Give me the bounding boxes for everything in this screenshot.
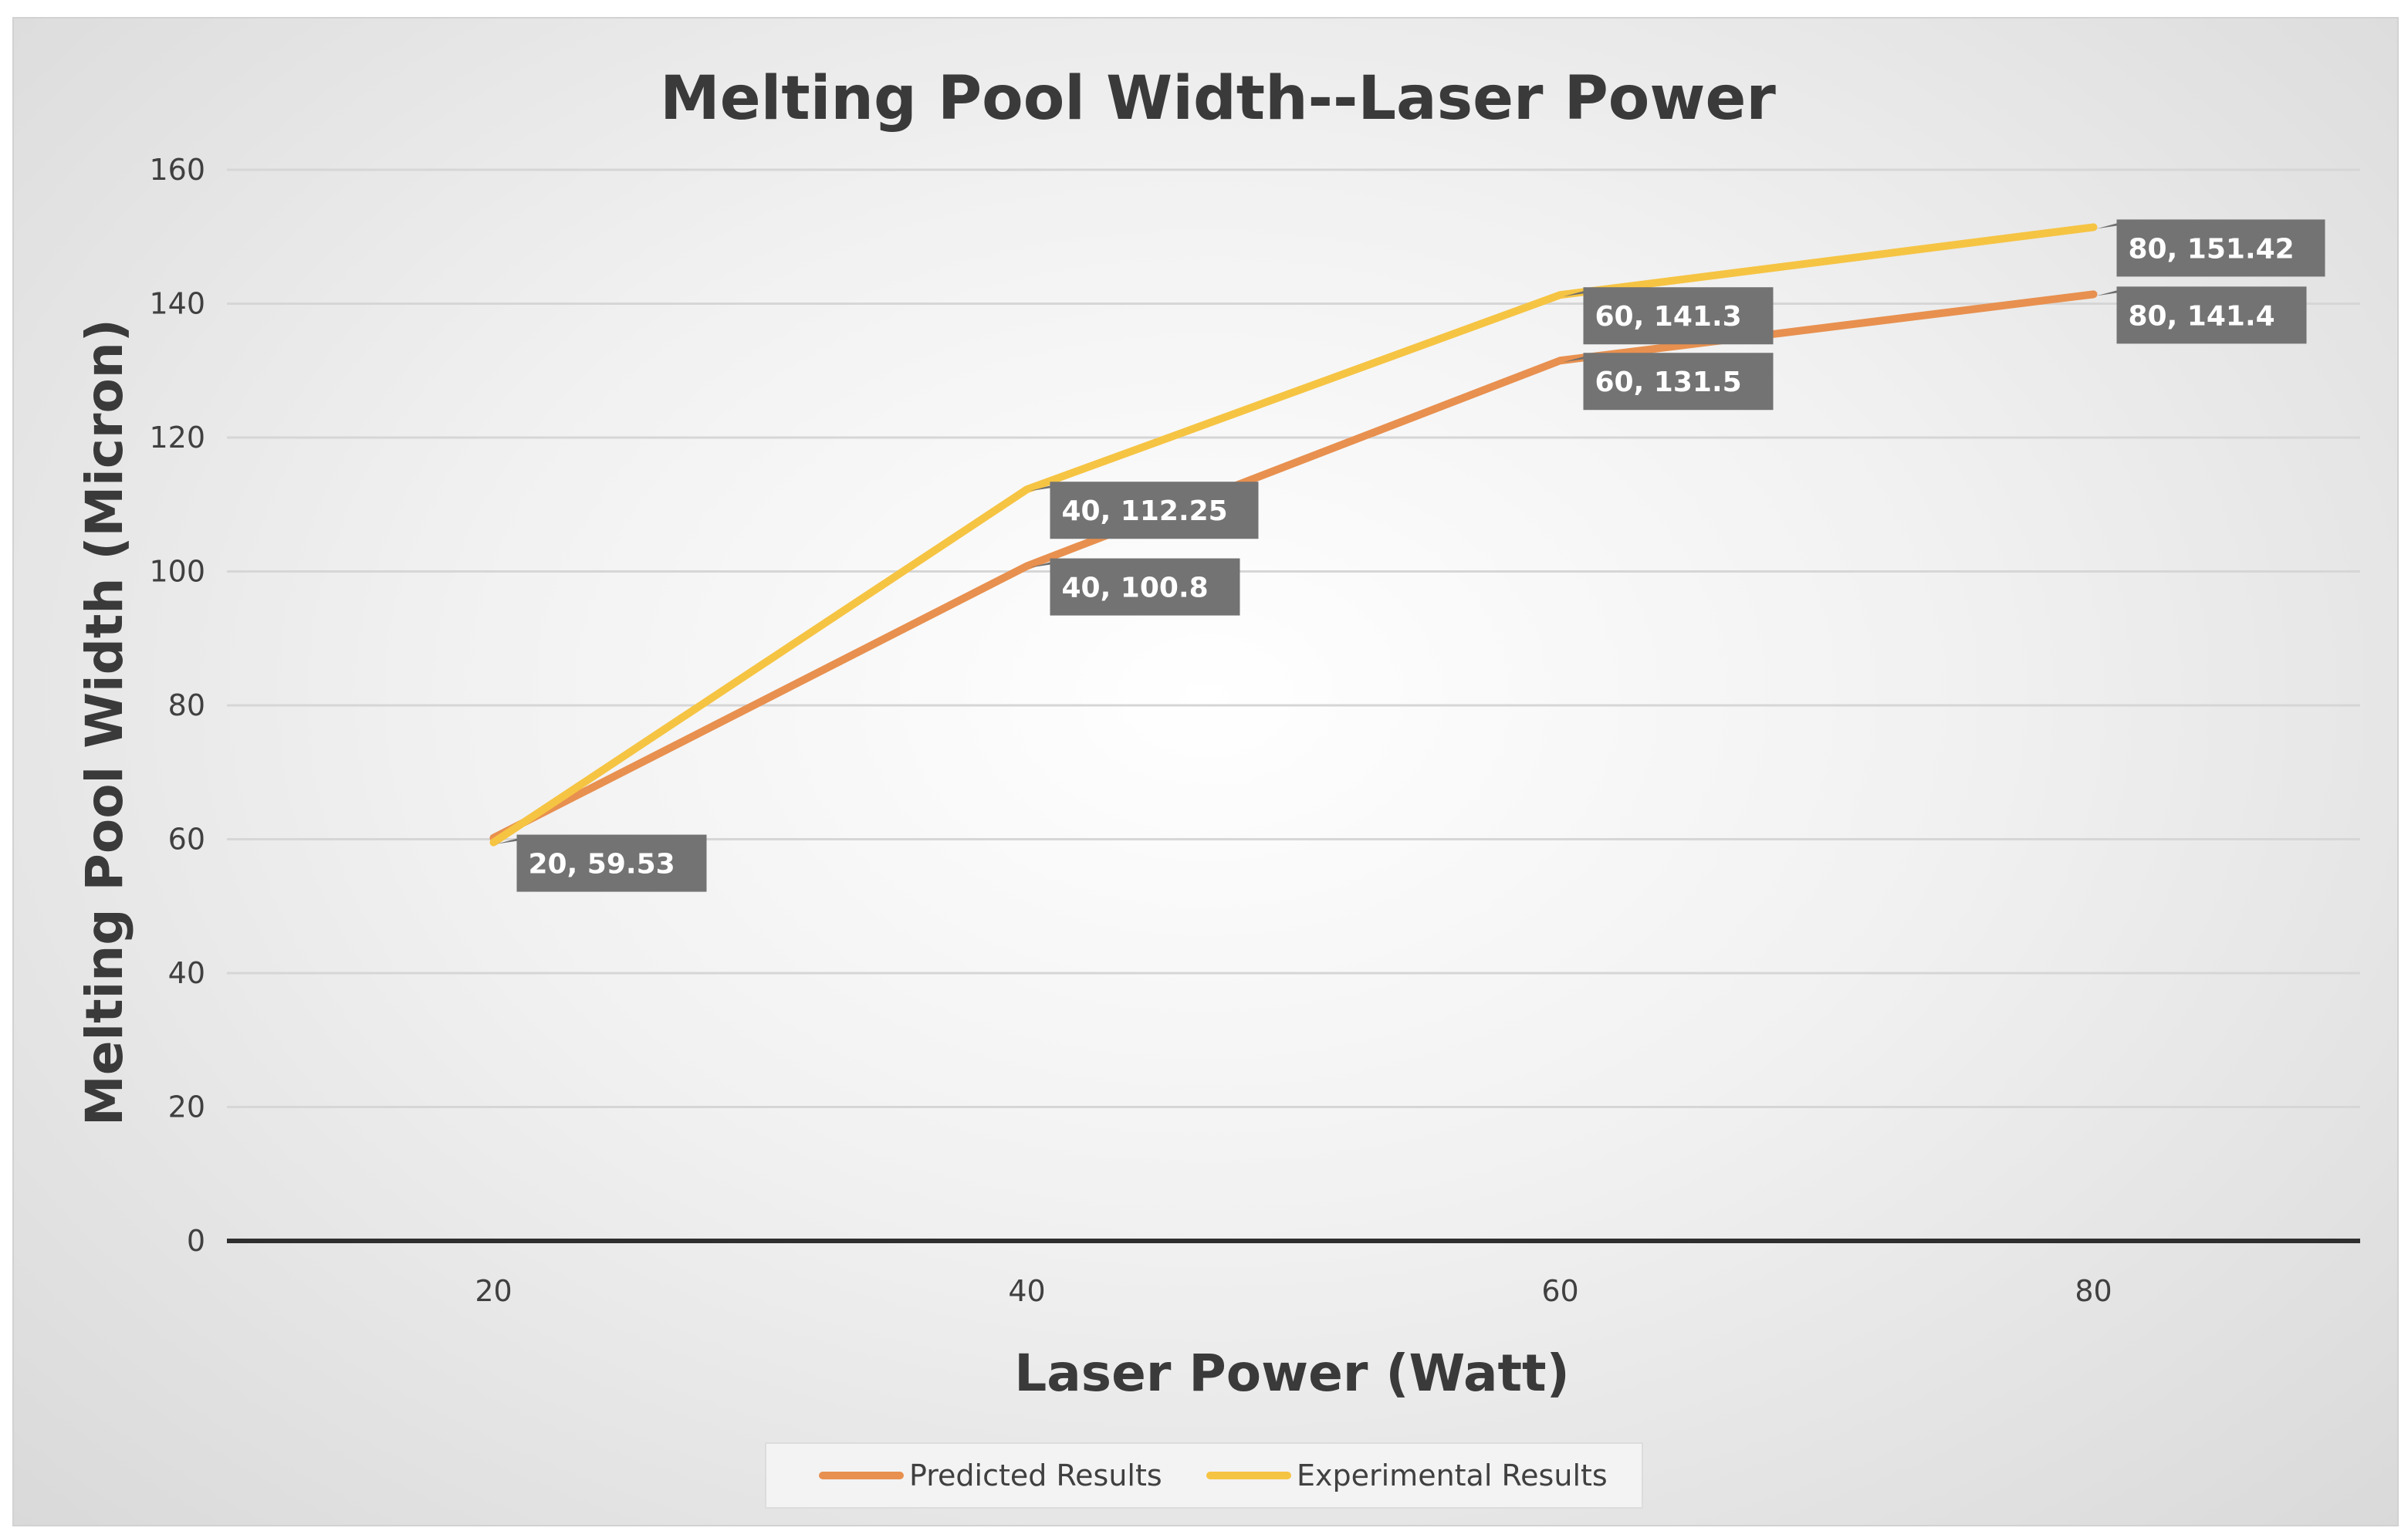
y-axis-ticks: 0 20 40 60 80 100 120 140 160 xyxy=(149,153,205,1258)
gridlines xyxy=(227,168,2360,1243)
data-label: 40, 112.25 xyxy=(1030,482,1259,539)
x-tick-label: 20 xyxy=(475,1274,512,1308)
data-label: 40, 100.8 xyxy=(1030,558,1240,616)
data-label: 80, 151.42 xyxy=(2096,219,2325,277)
y-tick-label: 100 xyxy=(149,555,205,589)
series-line-predicted xyxy=(489,290,2098,842)
data-label: 20, 59.53 xyxy=(496,834,707,892)
data-label-box xyxy=(1583,287,1774,345)
series-lines xyxy=(489,223,2098,847)
series-line-experimental xyxy=(489,223,2098,847)
data-label: 60, 131.5 xyxy=(1563,353,1774,411)
y-tick-label: 140 xyxy=(149,287,205,321)
legend-label-predicted: Predicted Results xyxy=(909,1459,1162,1492)
x-tick-label: 60 xyxy=(1541,1274,1578,1308)
data-label-text: 40, 100.8 xyxy=(1062,573,1209,604)
x-tick-label: 80 xyxy=(2075,1274,2112,1308)
y-tick-label: 120 xyxy=(149,421,205,455)
legend-label-experimental: Experimental Results xyxy=(1297,1459,1608,1492)
chart-title: Melting Pool Width--Laser Power xyxy=(660,64,1776,134)
legend: Predicted Results Experimental Results xyxy=(765,1442,1643,1509)
data-label-box xyxy=(2116,219,2325,277)
line-chart: Melting Pool Width--Laser Power 0 20 40 60 8… xyxy=(75,64,2360,1509)
data-label-box xyxy=(2116,286,2307,344)
y-tick-label: 60 xyxy=(168,823,205,857)
data-labels: 40, 100.8 60, 131.5 80, 141.4 20, 59.53 40, … xyxy=(496,219,2325,892)
y-tick-label: 40 xyxy=(168,956,205,990)
y-tick-label: 160 xyxy=(149,153,205,187)
data-label-box xyxy=(1583,353,1774,411)
data-label-box xyxy=(1050,558,1240,616)
legend-box xyxy=(765,1442,1643,1509)
data-label: 60, 141.3 xyxy=(1563,287,1774,345)
y-axis-title: Melting Pool Width (Micron) xyxy=(75,319,134,1126)
x-tick-label: 40 xyxy=(1008,1274,1045,1308)
data-label-box xyxy=(516,834,707,892)
data-label-text: 60, 141.3 xyxy=(1595,301,1742,333)
x-axis-ticks: 20 40 60 80 xyxy=(475,1274,2112,1308)
data-label-text: 80, 151.42 xyxy=(2129,233,2295,265)
y-tick-label: 80 xyxy=(168,688,205,722)
chart-area: Melting Pool Width--Laser Power 0 20 40 60 8… xyxy=(12,17,2399,1526)
data-label: 80, 141.4 xyxy=(2096,286,2307,344)
data-label-text: 60, 131.5 xyxy=(1595,367,1742,398)
data-label-text: 80, 141.4 xyxy=(2129,300,2275,332)
y-tick-label: 20 xyxy=(168,1090,205,1124)
data-label-text: 20, 59.53 xyxy=(529,849,675,881)
x-axis-title: Laser Power (Watt) xyxy=(1014,1344,1570,1403)
y-tick-label: 0 xyxy=(187,1224,205,1258)
data-label-text: 40, 112.25 xyxy=(1062,495,1228,527)
data-label-box xyxy=(1050,482,1259,539)
